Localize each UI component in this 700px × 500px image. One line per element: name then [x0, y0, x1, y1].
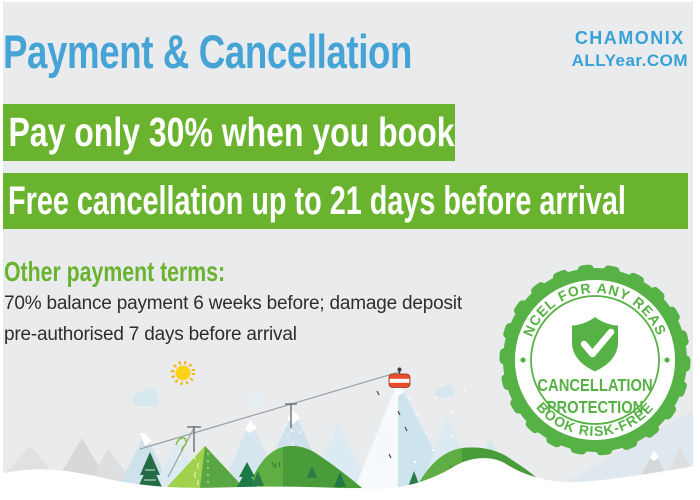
- seal-side-dot: [664, 357, 670, 363]
- lift-pylon: [187, 403, 297, 452]
- banner-free-cancellation: Free cancellation up to 21 days before a…: [3, 173, 688, 229]
- banner-pay-deposit-text: Pay only 30% when you book: [8, 109, 455, 155]
- gondola-icon: [388, 367, 411, 388]
- payment-terms-line: pre-authorised 7 days before arrival: [4, 324, 297, 345]
- logo-line-2: ALLYear.COM: [571, 50, 688, 70]
- snow-foreground: [3, 458, 693, 500]
- sun-icon: [170, 360, 196, 386]
- skier-marks: [376, 390, 408, 459]
- seal-center-line-1: CANCELLATION: [537, 376, 652, 396]
- seal-center-line-2: PROTECTION: [547, 398, 644, 418]
- snow-speckles: [157, 389, 483, 464]
- seal-outer-ring: [503, 268, 687, 452]
- ski-trail: [357, 431, 398, 469]
- cancellation-protection-seal: CANCEL FOR ANY REASON BOOK RISK-FREE CAN…: [492, 257, 691, 456]
- cloud-icon: [133, 388, 158, 406]
- banner-free-cancellation-text: Free cancellation up to 21 days before a…: [8, 178, 626, 223]
- shield-check-icon: [572, 317, 618, 372]
- seal-side-dot: [520, 357, 526, 363]
- site-logo: CHAMONIX ALLYear.COM: [572, 27, 688, 71]
- banner-pay-deposit: Pay only 30% when you book: [3, 104, 455, 161]
- cable-line: [139, 371, 400, 478]
- logo-line-1: CHAMONIX: [574, 28, 685, 48]
- seal-thin-ring: [530, 295, 660, 425]
- page-title: Payment & Cancellation: [3, 25, 413, 78]
- cloud-icon: [247, 392, 266, 407]
- payment-terms-line: 70% balance payment 6 weeks before; dama…: [4, 293, 462, 314]
- payment-terms-heading: Other payment terms:: [4, 256, 226, 287]
- cloud-icon: [435, 384, 454, 397]
- paraglider-squiggle: [175, 437, 187, 452]
